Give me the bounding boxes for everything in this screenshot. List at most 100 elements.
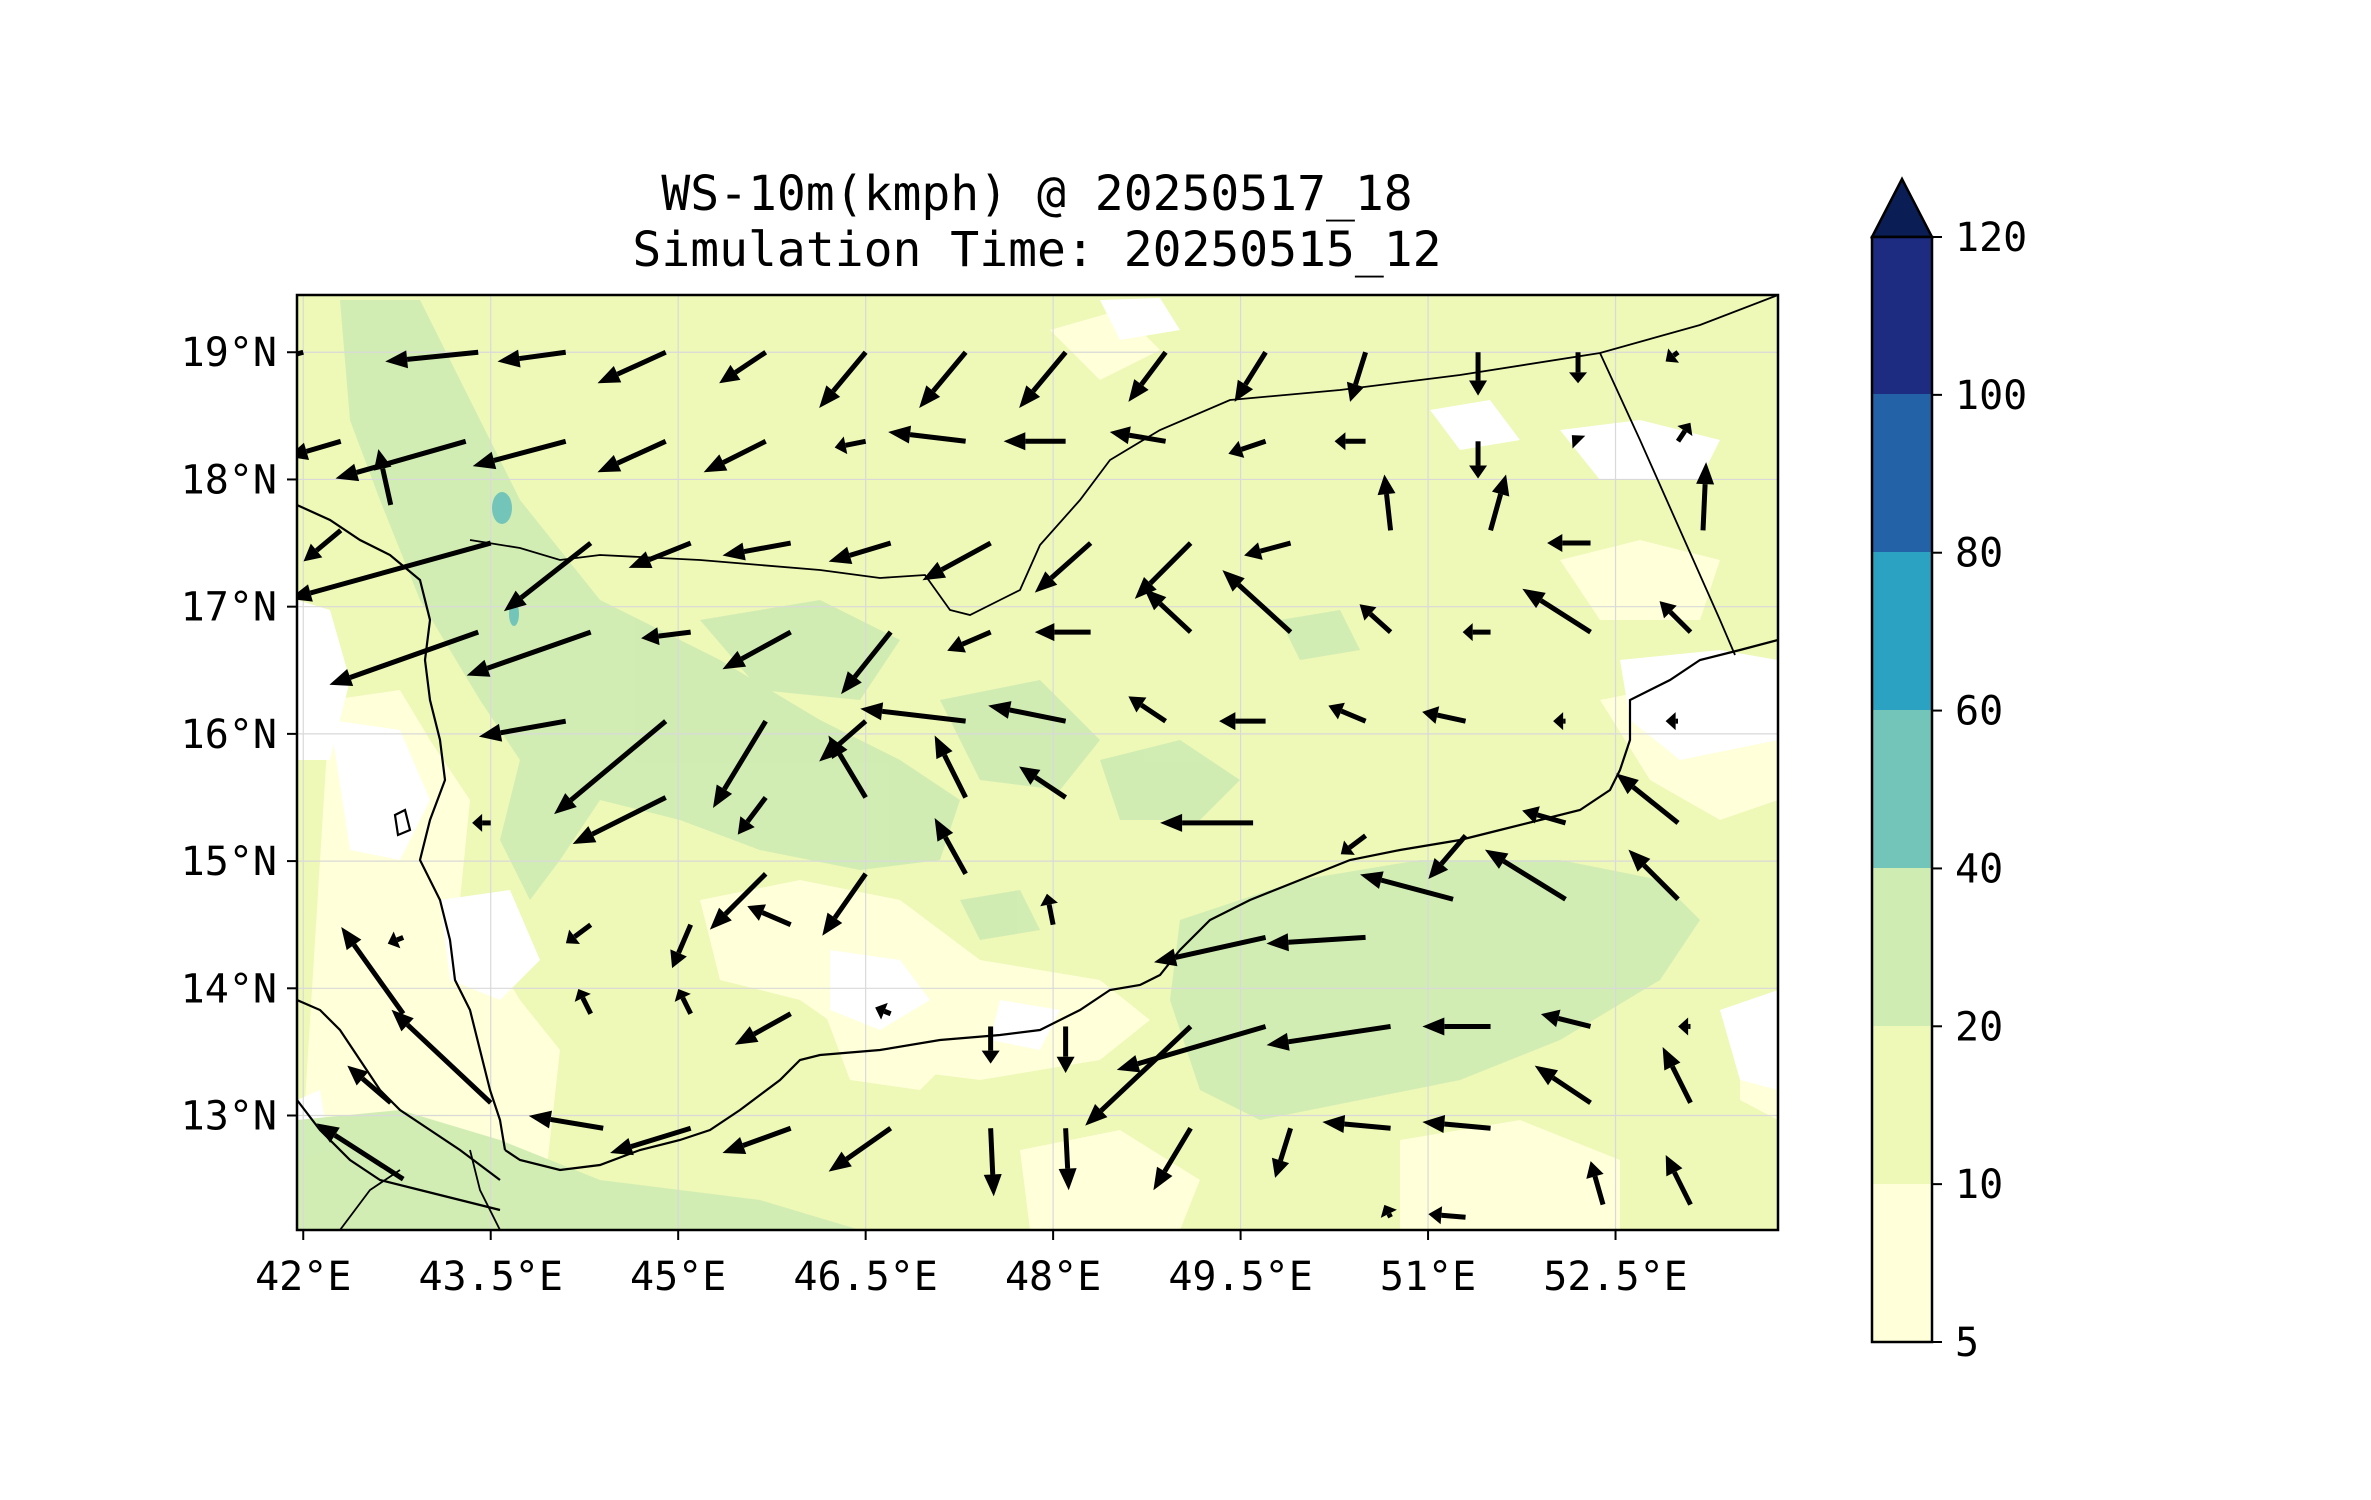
colorbar-segment-20-40 bbox=[1872, 868, 1932, 1026]
y-tick-label: 16°N bbox=[181, 712, 277, 758]
wind-arrow bbox=[1488, 474, 1510, 532]
x-tick-label: 42°E bbox=[255, 1254, 351, 1300]
wind-arrow bbox=[597, 439, 667, 473]
wind-arrow bbox=[297, 438, 342, 461]
x-tick-label: 52.5°E bbox=[1543, 1254, 1688, 1300]
wind-arrow bbox=[1003, 432, 1066, 451]
wind-arrow bbox=[1128, 350, 1168, 402]
wind-field-below-5-zones bbox=[297, 298, 1778, 1160]
wind-arrow bbox=[1484, 849, 1567, 902]
wind-arrow bbox=[922, 540, 992, 581]
wind-arrow bbox=[1266, 1023, 1391, 1051]
wind-arrow bbox=[1266, 933, 1366, 952]
wind-arrow bbox=[574, 988, 593, 1015]
colorbar-tick-label: 40 bbox=[1955, 846, 2003, 892]
wind-arrow bbox=[722, 629, 792, 670]
wind-arrow bbox=[1569, 352, 1588, 384]
wind-arrow bbox=[1322, 1115, 1391, 1133]
wind-arrow bbox=[934, 735, 968, 799]
wind-arrow bbox=[497, 349, 567, 368]
wind-arrow bbox=[947, 629, 992, 653]
wind-arrow bbox=[1359, 604, 1393, 634]
eritrea-border bbox=[339, 1169, 401, 1230]
wind-arrow bbox=[1665, 348, 1680, 363]
wind-arrow bbox=[297, 540, 492, 602]
y-tick-label: 14°N bbox=[181, 966, 277, 1012]
wind-arrow bbox=[1428, 1206, 1466, 1225]
wind-arrow bbox=[1665, 712, 1679, 731]
wind-arrow bbox=[1271, 1127, 1293, 1178]
wind-arrow bbox=[1144, 588, 1193, 634]
wind-arrow bbox=[1628, 849, 1680, 902]
wind-arrow bbox=[347, 1065, 393, 1105]
colorbar-segment-40-60 bbox=[1872, 710, 1932, 868]
x-tick-label: 45°E bbox=[630, 1254, 726, 1300]
colorbar-tick-label: 10 bbox=[1955, 1162, 2003, 1208]
wind-arrow bbox=[1534, 1065, 1592, 1105]
wind-arrow bbox=[674, 988, 693, 1015]
wind-arrow bbox=[472, 813, 491, 832]
wind-arrow bbox=[1422, 1017, 1491, 1036]
wind-arrow bbox=[1360, 871, 1454, 902]
wind-arrow bbox=[628, 540, 692, 569]
wind-arrow bbox=[1034, 541, 1093, 593]
wind-arrow bbox=[888, 425, 966, 444]
wind-arrow bbox=[722, 1125, 792, 1154]
wind-arrow bbox=[875, 1002, 892, 1020]
wind-arrow bbox=[1085, 1024, 1193, 1126]
colorbar-tick-label: 20 bbox=[1955, 1004, 2003, 1050]
kamaran-coast bbox=[393, 808, 412, 837]
colorbar-extend-triangle bbox=[1869, 176, 1935, 239]
wind-arrow bbox=[472, 438, 567, 470]
y-tick-label: 19°N bbox=[181, 330, 277, 376]
colorbar-segment-10-20 bbox=[1872, 1026, 1932, 1184]
wind-arrow bbox=[373, 449, 394, 506]
wind-arrow bbox=[1153, 1126, 1193, 1191]
wind-arrow bbox=[983, 1128, 1002, 1197]
wind-arrow bbox=[1380, 1204, 1397, 1219]
wind-arrow bbox=[1522, 588, 1592, 635]
wind-arrow bbox=[1469, 441, 1488, 479]
wind-arrow bbox=[385, 349, 479, 369]
x-tick-label: 49.5°E bbox=[1168, 1254, 1313, 1300]
wind-arrow bbox=[709, 872, 768, 930]
yemen-oman-border bbox=[1599, 352, 1736, 656]
wind-arrow bbox=[466, 629, 592, 677]
wind-arrow bbox=[819, 719, 868, 762]
map-panel bbox=[295, 293, 1780, 1232]
colorbar-segment-100-120 bbox=[1872, 237, 1932, 394]
colorbar: 5 10 20 40 60 80 100 120 bbox=[1869, 176, 2027, 1366]
wind-arrow bbox=[565, 922, 593, 944]
colorbar-segment-60-80 bbox=[1872, 552, 1932, 710]
wind-arrow bbox=[919, 350, 968, 409]
wind-arrow bbox=[1034, 623, 1091, 642]
wind-arrow bbox=[1422, 1115, 1491, 1133]
figure-title-line-1: WS-10m(kmph) @ 20250517_18 bbox=[661, 166, 1412, 222]
wind-arrow bbox=[988, 701, 1067, 724]
wind-arrow bbox=[1040, 893, 1058, 926]
colorbar-tick-label: 100 bbox=[1955, 373, 2027, 419]
wind-arrow bbox=[1540, 1009, 1592, 1029]
wind-arrow bbox=[1547, 534, 1591, 553]
wind-arrow bbox=[528, 1110, 604, 1131]
wind-arrow bbox=[1346, 351, 1368, 402]
map-frame bbox=[295, 293, 1780, 1232]
saudi-yemen-border bbox=[469, 295, 1778, 616]
wind-arrow bbox=[387, 931, 405, 949]
y-tick-label: 18°N bbox=[181, 457, 277, 503]
wind-arrow bbox=[703, 439, 767, 473]
wind-arrow bbox=[860, 702, 966, 724]
wind-arrow bbox=[1675, 422, 1693, 443]
wind-vector-field bbox=[297, 348, 1715, 1225]
wind-arrow bbox=[1377, 474, 1396, 531]
wind-arrow bbox=[641, 627, 691, 646]
wind-arrow bbox=[1058, 1128, 1077, 1191]
colorbar-tick-label: 60 bbox=[1955, 689, 2003, 735]
x-axis-ticks: 42°E 43.5°E 45°E 46.5°E 48°E 49.5°E 51°E 52.5°E bbox=[255, 1230, 1688, 1300]
wind-arrow bbox=[1228, 438, 1267, 458]
wind-arrow bbox=[610, 1125, 692, 1156]
wind-arrow bbox=[1616, 773, 1680, 825]
wind-arrow bbox=[1222, 570, 1293, 634]
wind-arrow bbox=[1665, 1154, 1693, 1206]
